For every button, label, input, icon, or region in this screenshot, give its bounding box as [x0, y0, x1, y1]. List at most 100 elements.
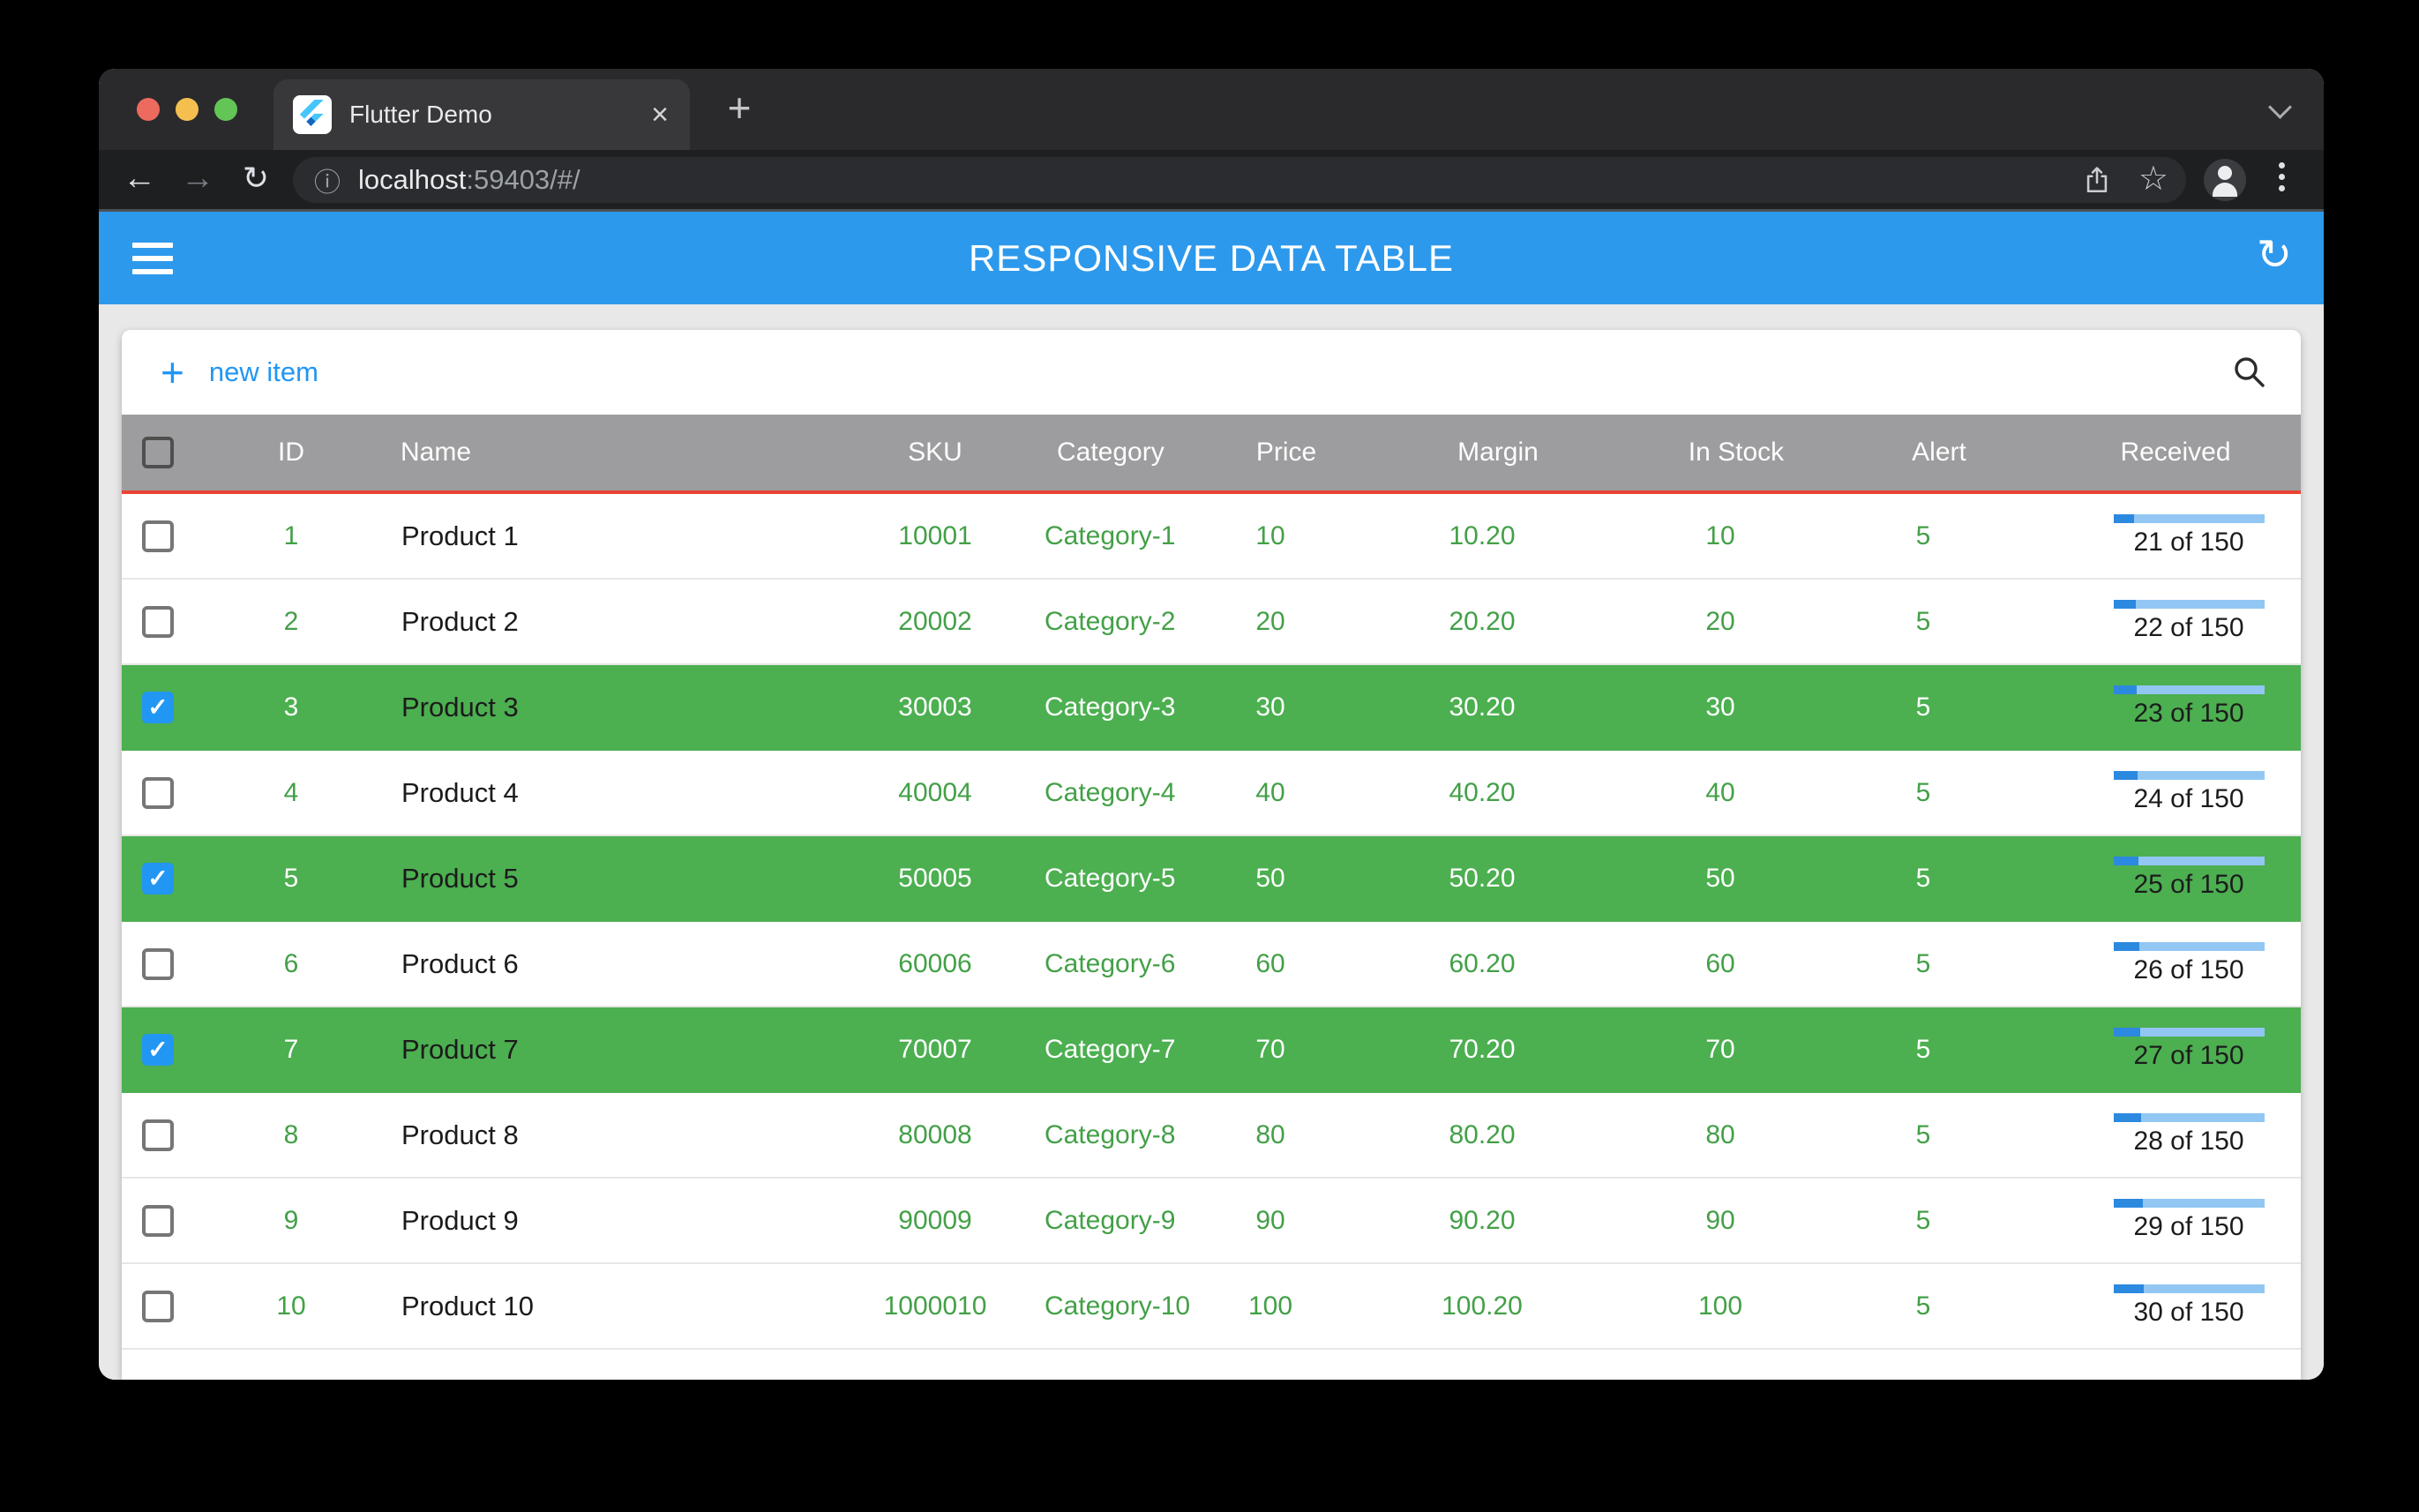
- table-row[interactable]: ✓ 7 Product 7 70007 Category-7 70 70.20 …: [122, 1007, 2301, 1093]
- tab-close-icon[interactable]: ×: [651, 98, 669, 131]
- browser-menu-icon[interactable]: [2271, 162, 2292, 191]
- select-all-checkbox[interactable]: [142, 437, 174, 468]
- new-item-button[interactable]: + new item: [161, 352, 318, 393]
- cell-in-stock: 90: [1705, 1205, 1735, 1235]
- cell-category: Category-10: [1045, 1291, 1191, 1321]
- site-info-icon[interactable]: ⓘ: [314, 168, 341, 198]
- cell-sku: 80008: [898, 1119, 972, 1149]
- received-label: 25 of 150: [2133, 870, 2244, 899]
- row-checkbox[interactable]: [142, 605, 174, 638]
- cell-sku: 70007: [898, 1034, 972, 1064]
- column-header-sku[interactable]: SKU: [908, 438, 962, 467]
- received-progress: 21 of 150: [2113, 514, 2265, 558]
- cell-category: Category-9: [1045, 1205, 1176, 1235]
- row-checkbox[interactable]: [142, 1290, 174, 1322]
- cell-name: Product 5: [401, 862, 519, 894]
- cell-in-stock: 40: [1705, 777, 1735, 807]
- row-checkbox[interactable]: [142, 1204, 174, 1237]
- column-header-in-stock[interactable]: In Stock: [1688, 438, 1785, 467]
- table-row[interactable]: 4 Product 4 40004 Category-4 40 40.20 40…: [122, 751, 2301, 836]
- cell-name: Product 1: [401, 520, 519, 551]
- zoom-window-button[interactable]: [214, 98, 237, 121]
- row-checkbox[interactable]: [142, 776, 174, 809]
- chevron-down-icon[interactable]: [2268, 95, 2292, 119]
- column-header-margin[interactable]: Margin: [1457, 438, 1539, 467]
- back-button[interactable]: ←: [123, 160, 156, 197]
- app-bar: RESPONSIVE DATA TABLE ↻: [99, 212, 2324, 304]
- row-checkbox[interactable]: ✓: [142, 1033, 174, 1066]
- cell-id: 1: [283, 520, 299, 550]
- row-checkbox[interactable]: [142, 520, 174, 552]
- share-icon[interactable]: [2082, 165, 2112, 199]
- new-tab-button[interactable]: +: [727, 85, 752, 131]
- received-label: 21 of 150: [2133, 528, 2244, 557]
- progress-bar: [2113, 600, 2265, 609]
- cell-margin: 40.20: [1449, 777, 1516, 807]
- table-row[interactable]: ✓ 3 Product 3 30003 Category-3 30 30.20 …: [122, 665, 2301, 751]
- progress-bar: [2113, 771, 2265, 780]
- table-row[interactable]: 2 Product 2 20002 Category-2 20 20.20 20…: [122, 580, 2301, 665]
- forward-button[interactable]: →: [181, 160, 214, 197]
- received-label: 24 of 150: [2133, 784, 2244, 813]
- cell-sku: 10001: [898, 520, 972, 550]
- table-body: 1 Product 1 10001 Category-1 10 10.20 10…: [122, 494, 2301, 1350]
- received-progress: 22 of 150: [2113, 600, 2265, 643]
- column-header-alert[interactable]: Alert: [1912, 438, 1966, 467]
- cell-margin: 90.20: [1449, 1205, 1516, 1235]
- cell-name: Product 6: [401, 947, 519, 979]
- progress-bar: [2113, 1028, 2265, 1037]
- browser-tab[interactable]: Flutter Demo ×: [273, 79, 690, 150]
- cell-price: 40: [1255, 777, 1285, 807]
- table-row[interactable]: ✓ 5 Product 5 50005 Category-5 50 50.20 …: [122, 836, 2301, 922]
- cell-category: Category-4: [1045, 777, 1176, 807]
- cell-sku: 90009: [898, 1205, 972, 1235]
- check-icon: ✓: [147, 1035, 169, 1063]
- cell-margin: 60.20: [1449, 948, 1516, 978]
- column-header-name[interactable]: Name: [401, 438, 472, 467]
- table-row[interactable]: 1 Product 1 10001 Category-1 10 10.20 10…: [122, 494, 2301, 580]
- url-bar[interactable]: ⓘ localhost:59403/#/ ☆: [293, 157, 2186, 203]
- cell-in-stock: 60: [1705, 948, 1735, 978]
- cell-in-stock: 70: [1705, 1034, 1735, 1064]
- reload-button[interactable]: ↻: [242, 160, 270, 196]
- column-header-price[interactable]: Price: [1255, 438, 1317, 467]
- check-icon: ✓: [147, 692, 169, 721]
- cell-price: 50: [1255, 863, 1285, 893]
- cell-id: 8: [283, 1119, 299, 1149]
- cell-alert: 5: [1915, 777, 1931, 807]
- cell-category: Category-1: [1045, 520, 1176, 550]
- search-icon[interactable]: [2230, 353, 2269, 392]
- profile-avatar[interactable]: [2204, 159, 2246, 201]
- column-header-id[interactable]: ID: [278, 438, 304, 467]
- received-label: 22 of 150: [2133, 613, 2244, 642]
- close-window-button[interactable]: [137, 98, 160, 121]
- row-checkbox[interactable]: [142, 1119, 174, 1151]
- minimize-window-button[interactable]: [176, 98, 198, 121]
- cell-id: 4: [283, 777, 299, 807]
- cell-sku: 40004: [898, 777, 972, 807]
- progress-bar: [2113, 1284, 2265, 1293]
- received-label: 29 of 150: [2133, 1212, 2244, 1241]
- progress-bar: [2113, 685, 2265, 694]
- cell-name: Product 4: [401, 776, 519, 808]
- bookmark-star-icon[interactable]: ☆: [2138, 161, 2168, 198]
- card-toolbar: + new item: [122, 330, 2301, 415]
- row-checkbox[interactable]: ✓: [142, 862, 174, 894]
- menu-icon[interactable]: [132, 243, 173, 274]
- page-content: + new item ID Name SKU Category Price Ma…: [99, 304, 2324, 1380]
- cell-price: 70: [1255, 1034, 1285, 1064]
- progress-bar: [2113, 1113, 2265, 1122]
- refresh-button[interactable]: ↻: [2256, 232, 2293, 279]
- column-header-received[interactable]: Received: [2120, 438, 2231, 467]
- table-row[interactable]: 6 Product 6 60006 Category-6 60 60.20 60…: [122, 922, 2301, 1007]
- table-row[interactable]: 9 Product 9 90009 Category-9 90 90.20 90…: [122, 1179, 2301, 1264]
- cell-id: 3: [283, 692, 299, 722]
- progress-bar: [2113, 514, 2265, 523]
- row-checkbox[interactable]: [142, 947, 174, 980]
- row-checkbox[interactable]: ✓: [142, 691, 174, 723]
- table-row[interactable]: 8 Product 8 80008 Category-8 80 80.20 80…: [122, 1093, 2301, 1179]
- cell-name: Product 8: [401, 1119, 519, 1150]
- cell-alert: 5: [1915, 1291, 1931, 1321]
- table-row[interactable]: 10 Product 10 1000010 Category-10 100 10…: [122, 1264, 2301, 1350]
- column-header-category[interactable]: Category: [1057, 438, 1165, 467]
